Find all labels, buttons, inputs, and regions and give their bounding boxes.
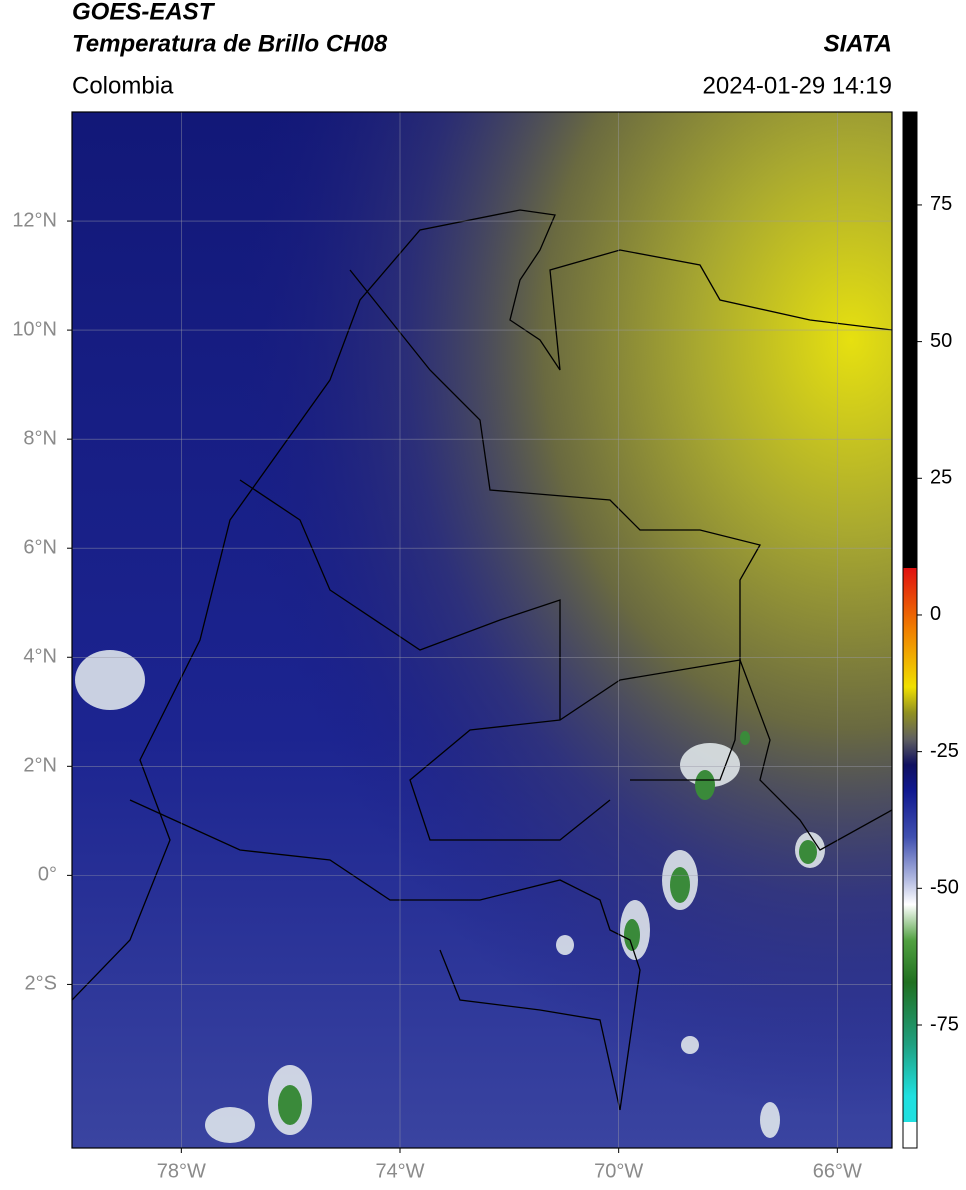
colorbar-tick-label: -75 bbox=[930, 1013, 959, 1035]
title: GOES-EAST bbox=[72, 0, 216, 25]
subtitle: Temperatura de Brillo CH08 bbox=[72, 30, 388, 57]
map-image bbox=[72, 112, 892, 1148]
x-tick-label: 66°W bbox=[813, 1160, 862, 1182]
y-tick-label: 2°N bbox=[23, 755, 57, 777]
colorbar bbox=[902, 111, 918, 1149]
y-tick-label: 8°N bbox=[23, 427, 57, 449]
y-tick-label: 10°N bbox=[12, 318, 57, 340]
map-frame bbox=[71, 111, 893, 1149]
y-tick-label: 2°S bbox=[25, 973, 57, 995]
y-tick-label: 6°N bbox=[23, 536, 57, 558]
colorbar-tick-label: -50 bbox=[930, 877, 959, 899]
y-tick-label: 0° bbox=[38, 864, 57, 886]
colorbar-tick-label: 50 bbox=[930, 330, 952, 352]
source: SIATA bbox=[824, 30, 892, 57]
datetime: 2024-01-29 14:19 bbox=[703, 72, 893, 99]
x-tick-label: 78°W bbox=[157, 1160, 206, 1182]
y-tick-label: 4°N bbox=[23, 646, 57, 668]
colorbar-tick-label: -25 bbox=[930, 740, 959, 762]
region: Colombia bbox=[72, 72, 174, 99]
colorbar-tick-label: 25 bbox=[930, 467, 952, 489]
colorbar-tick-label: 0 bbox=[930, 603, 941, 625]
colorbar-tick-label: 75 bbox=[930, 193, 952, 215]
x-tick-label: 70°W bbox=[594, 1160, 643, 1182]
x-tick-label: 74°W bbox=[375, 1160, 424, 1182]
y-tick-label: 12°N bbox=[12, 209, 57, 231]
